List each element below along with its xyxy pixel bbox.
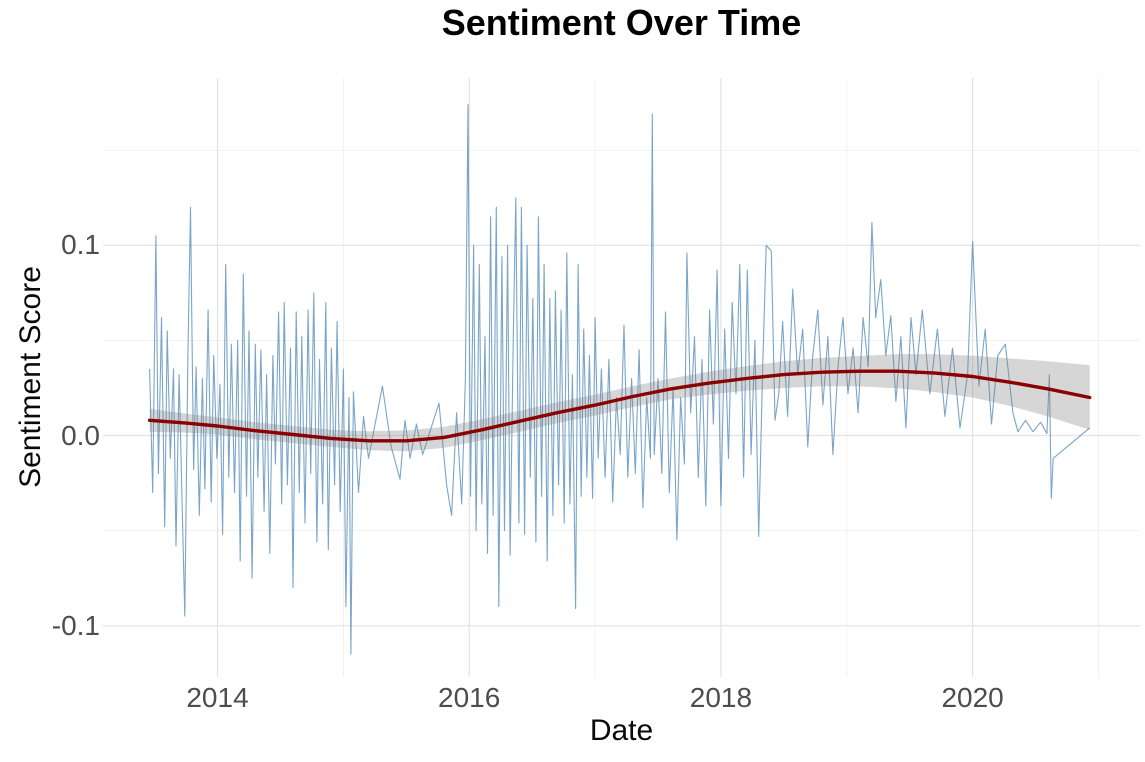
y-tick-label--0.1: -0.1 — [51, 609, 100, 641]
y-axis-tick-labels: 0.1 0.0 -0.1 — [0, 0, 100, 762]
x-tick-label-2020: 2020 — [941, 682, 1004, 713]
y-tick-label-0.1: 0.1 — [61, 229, 100, 261]
sentiment-series-line — [149, 104, 1091, 655]
confidence-band — [149, 354, 1090, 452]
x-axis-title: Date — [589, 714, 654, 747]
x-axis-tick-labels: 2014 2016 2018 2020 — [0, 682, 1145, 718]
x-tick-label-2016: 2016 — [438, 682, 501, 713]
x-tick-label-2014: 2014 — [186, 682, 249, 713]
y-tick-label-0.0: 0.0 — [61, 419, 100, 451]
plot-title: Sentiment Over Time — [441, 2, 802, 43]
x-tick-label-2018: 2018 — [689, 682, 753, 713]
trend-line — [147, 369, 1092, 443]
